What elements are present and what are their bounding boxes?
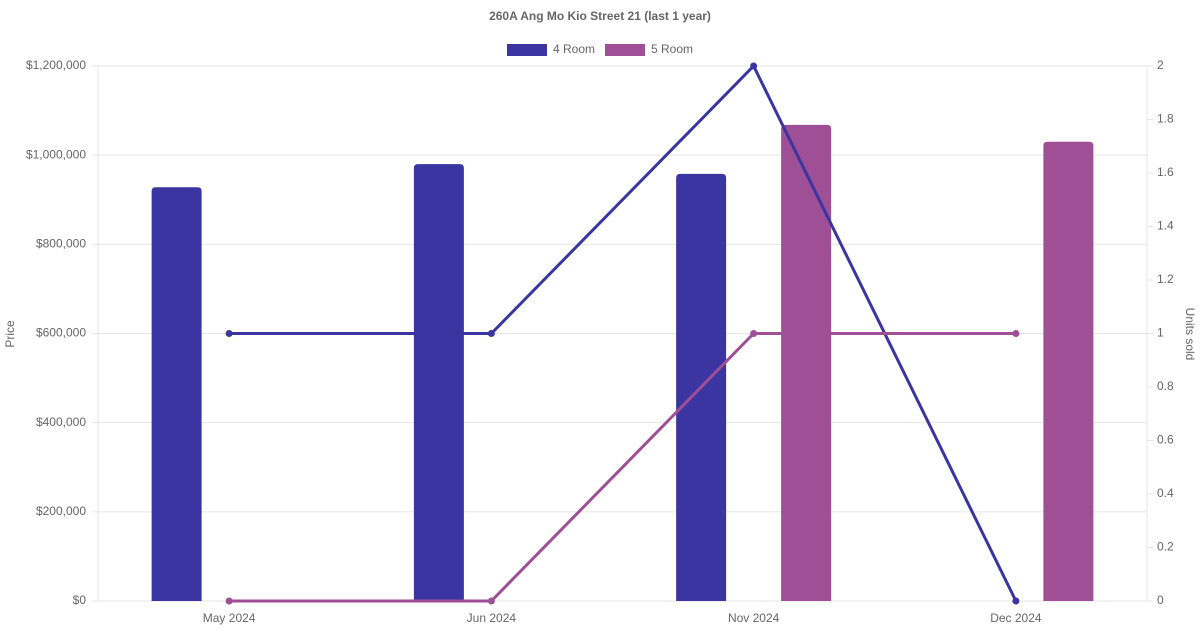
y2-tick-label: 1.4 — [1157, 219, 1174, 233]
y2-tick-label: 0.8 — [1157, 379, 1174, 393]
y-tick-label: $800,000 — [36, 237, 86, 251]
x-tick-label: May 2024 — [203, 611, 256, 625]
legend-swatch — [605, 44, 645, 56]
y2-tick-label: 0.2 — [1157, 540, 1174, 554]
legend-label: 4 Room — [553, 42, 595, 56]
point — [225, 330, 233, 337]
bar — [151, 187, 202, 601]
y2-tick-label: 1.6 — [1157, 165, 1174, 179]
point — [1012, 597, 1020, 605]
y-tick-label: $1,000,000 — [26, 147, 86, 161]
y-tick-label: $600,000 — [36, 326, 86, 340]
y2-tick-label: 1.2 — [1157, 272, 1174, 286]
y2-tick-label: 0.4 — [1157, 486, 1174, 500]
point — [750, 62, 758, 70]
y2-tick-label: 1.8 — [1157, 112, 1174, 126]
y-tick-label: $1,200,000 — [26, 58, 86, 72]
y-tick-label: $200,000 — [36, 504, 86, 518]
legend-swatch — [506, 44, 547, 56]
chart-title: 260A Ang Mo Kio Street 21 (last 1 year) — [489, 9, 711, 23]
y-axis-label: Price — [3, 320, 17, 348]
y2-tick-label: 1 — [1157, 326, 1164, 340]
line — [229, 332, 1016, 603]
bar — [413, 164, 464, 602]
x-tick-label: Nov 2024 — [728, 611, 780, 625]
point — [1012, 330, 1020, 337]
y2-tick-label: 0 — [1157, 593, 1164, 607]
legend-label: 5 Room — [651, 42, 693, 56]
point — [487, 597, 495, 605]
point — [750, 330, 758, 337]
y2-axis-label: Units sold — [1183, 308, 1197, 361]
point — [225, 597, 233, 605]
y-tick-label: $400,000 — [36, 415, 86, 429]
y2-tick-label: 2 — [1157, 58, 1164, 72]
y-tick-label: $0 — [73, 593, 87, 607]
x-tick-label: Jun 2024 — [467, 611, 517, 625]
bar — [781, 124, 832, 601]
y2-tick-label: 0.6 — [1157, 433, 1174, 447]
x-tick-label: Dec 2024 — [990, 611, 1042, 625]
bar — [1043, 141, 1094, 601]
point — [487, 330, 495, 337]
